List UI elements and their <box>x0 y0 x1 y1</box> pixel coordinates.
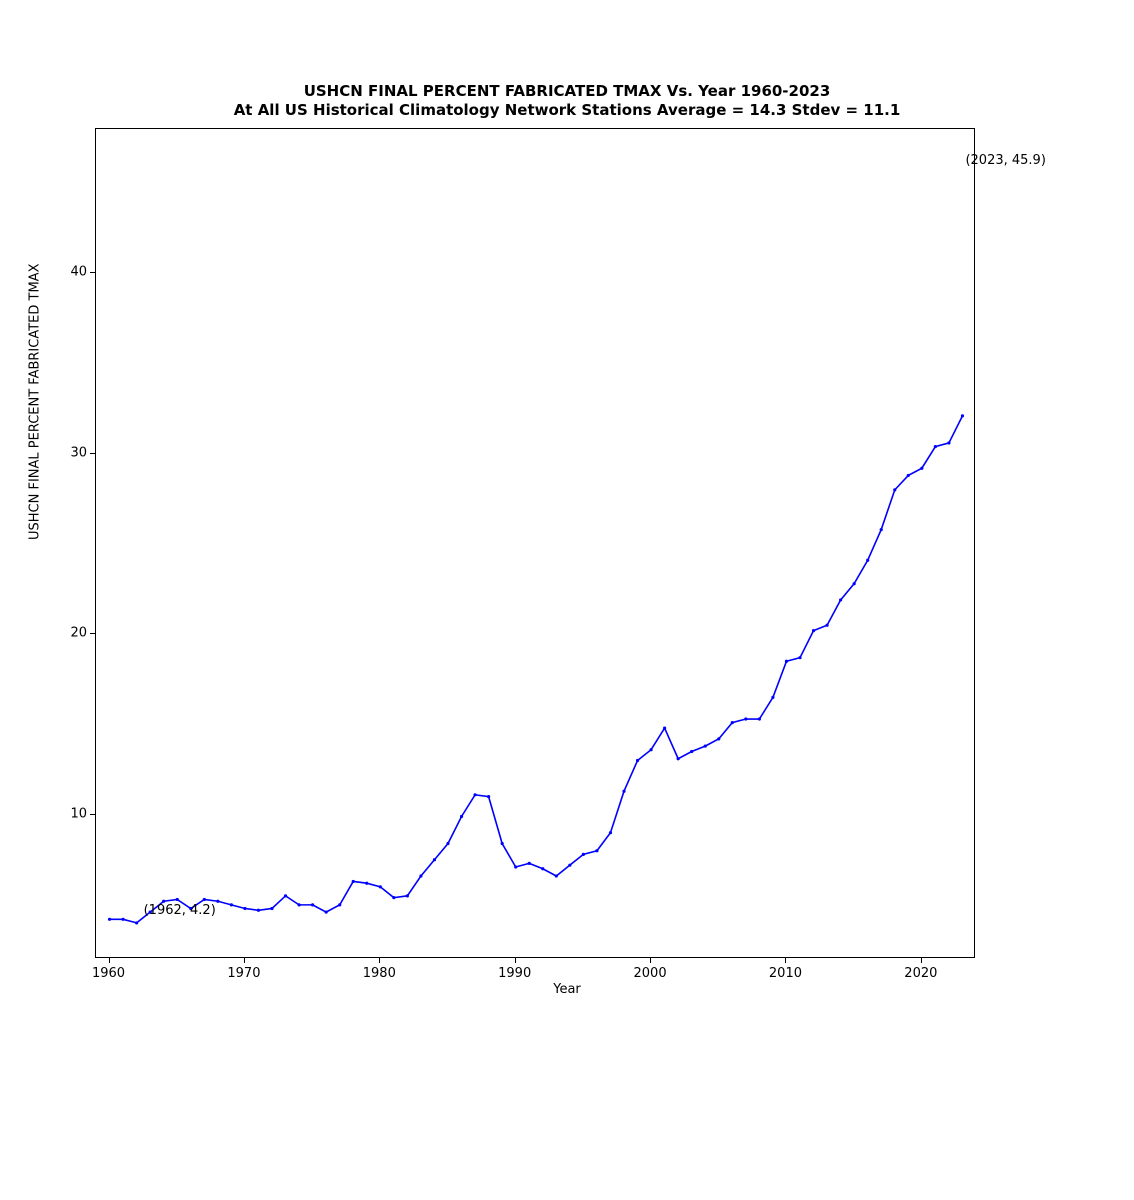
data-marker <box>893 488 896 491</box>
plot-area <box>95 128 975 958</box>
data-marker <box>176 898 179 901</box>
data-marker <box>595 849 598 852</box>
title-line-2: At All US Historical Climatology Network… <box>0 101 1134 120</box>
data-marker <box>379 885 382 888</box>
x-axis-label: Year <box>0 982 1134 997</box>
data-marker <box>541 867 544 870</box>
data-marker <box>352 880 355 883</box>
data-marker <box>704 744 707 747</box>
data-marker <box>365 882 368 885</box>
data-marker <box>216 900 219 903</box>
x-tick-label: 2020 <box>904 966 937 981</box>
x-tick-mark <box>785 958 786 963</box>
data-marker <box>555 874 558 877</box>
x-tick-label: 1990 <box>498 966 531 981</box>
data-marker <box>582 853 585 856</box>
data-marker <box>325 910 328 913</box>
x-tick-mark <box>921 958 922 963</box>
x-tick-mark <box>650 958 651 963</box>
data-marker <box>528 862 531 865</box>
x-tick-mark <box>379 958 380 963</box>
data-marker <box>501 842 504 845</box>
data-marker <box>568 864 571 867</box>
data-marker <box>243 907 246 910</box>
data-marker <box>758 717 761 720</box>
data-marker <box>798 656 801 659</box>
data-marker <box>731 721 734 724</box>
data-marker <box>839 598 842 601</box>
data-line <box>110 416 963 923</box>
data-marker <box>663 726 666 729</box>
x-tick-label: 1960 <box>92 966 125 981</box>
line-plot-svg <box>96 129 976 959</box>
data-marker <box>825 624 828 627</box>
y-axis-label: USHCN FINAL PERCENT FABRICATED TMAX <box>28 264 43 541</box>
data-marker <box>257 909 260 912</box>
data-marker <box>419 874 422 877</box>
x-tick-label: 1970 <box>227 966 260 981</box>
data-marker <box>473 793 476 796</box>
data-marker <box>609 831 612 834</box>
y-tick-label: 20 <box>65 626 87 641</box>
data-marker <box>947 441 950 444</box>
y-tick-mark <box>90 453 95 454</box>
data-marker <box>135 921 138 924</box>
y-tick-label: 40 <box>65 265 87 280</box>
y-tick-label: 30 <box>65 445 87 460</box>
data-marker <box>406 894 409 897</box>
data-marker <box>771 696 774 699</box>
data-marker <box>392 896 395 899</box>
title-line-1: USHCN FINAL PERCENT FABRICATED TMAX Vs. … <box>0 82 1134 101</box>
x-tick-label: 1980 <box>363 966 396 981</box>
data-marker <box>636 759 639 762</box>
data-marker <box>622 790 625 793</box>
data-marker <box>311 903 314 906</box>
data-marker <box>961 414 964 417</box>
data-marker <box>284 894 287 897</box>
data-marker <box>880 528 883 531</box>
data-marker <box>677 757 680 760</box>
x-tick-mark <box>244 958 245 963</box>
data-marker <box>460 815 463 818</box>
data-marker <box>866 559 869 562</box>
x-tick-mark <box>109 958 110 963</box>
x-tick-mark <box>515 958 516 963</box>
data-marker <box>230 903 233 906</box>
data-marker <box>270 907 273 910</box>
data-marker <box>514 865 517 868</box>
data-marker <box>487 795 490 798</box>
point-annotation: (1962, 4.2) <box>144 903 216 918</box>
data-marker <box>338 903 341 906</box>
y-tick-mark <box>90 814 95 815</box>
x-tick-label: 2000 <box>634 966 667 981</box>
data-marker <box>121 918 124 921</box>
y-tick-mark <box>90 633 95 634</box>
data-marker <box>690 750 693 753</box>
data-marker <box>934 445 937 448</box>
data-marker <box>907 474 910 477</box>
y-tick-label: 10 <box>65 806 87 821</box>
data-marker <box>446 842 449 845</box>
data-marker <box>433 858 436 861</box>
data-marker <box>297 903 300 906</box>
data-marker <box>785 660 788 663</box>
data-marker <box>203 898 206 901</box>
data-marker <box>649 748 652 751</box>
x-tick-label: 2010 <box>769 966 802 981</box>
point-annotation: (2023, 45.9) <box>965 153 1045 168</box>
y-tick-mark <box>90 272 95 273</box>
data-marker <box>853 582 856 585</box>
chart-container: USHCN FINAL PERCENT FABRICATED TMAX Vs. … <box>0 0 1134 1200</box>
data-marker <box>812 629 815 632</box>
data-marker <box>108 918 111 921</box>
data-marker <box>920 467 923 470</box>
data-marker <box>717 737 720 740</box>
chart-title: USHCN FINAL PERCENT FABRICATED TMAX Vs. … <box>0 82 1134 120</box>
data-marker <box>744 717 747 720</box>
